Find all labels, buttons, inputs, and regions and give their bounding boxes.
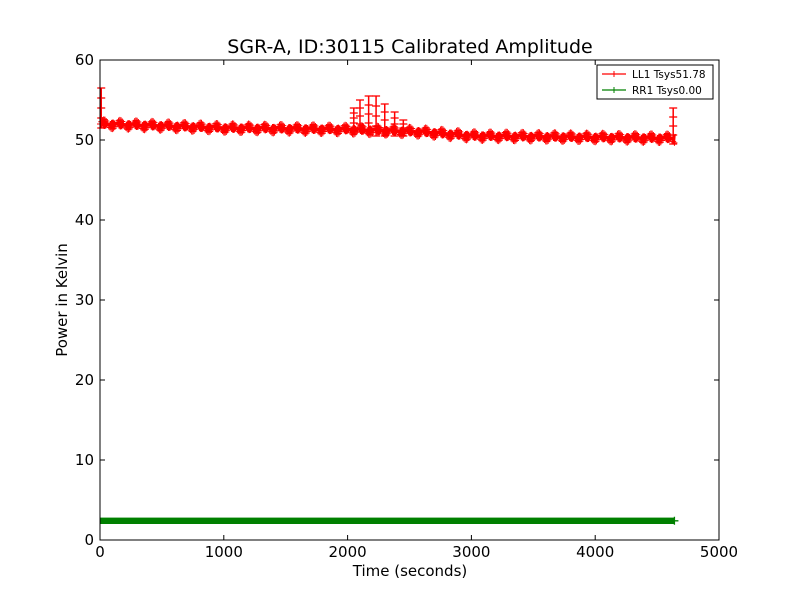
legend-marker (611, 87, 617, 93)
x-tick-label: 4000 (576, 543, 614, 561)
series-ll1-marker (671, 139, 678, 146)
series-ll1-marker (472, 128, 479, 135)
series-ll1-marker (520, 129, 527, 136)
series-ll1-marker (262, 121, 269, 128)
series-ll1-marker (311, 121, 318, 128)
series-ll1-marker (504, 128, 511, 135)
legend-label: RR1 Tsys0.00 (632, 85, 702, 97)
series-ll1-marker (150, 118, 157, 125)
series-ll1-marker (439, 126, 446, 133)
chart-title: SGR-A, ID:30115 Calibrated Amplitude (227, 36, 592, 58)
y-tick-label: 30 (75, 291, 94, 309)
series-rr1-band (100, 517, 675, 524)
series-ll1-marker (423, 124, 430, 131)
legend-label: LL1 Tsys51.78 (632, 69, 706, 81)
series-ll1-marker (182, 119, 189, 126)
x-tick-label: 5000 (700, 543, 738, 561)
x-tick-label: 1000 (205, 543, 243, 561)
legend-marker (611, 71, 617, 77)
series-ll1-marker (649, 130, 656, 137)
series-ll1-marker (456, 127, 463, 134)
series-ll1-marker (343, 122, 350, 129)
legend-box (596, 64, 714, 100)
series-ll1-marker (552, 129, 559, 136)
series-ll1-marker (665, 130, 672, 137)
y-tick-label: 0 (84, 531, 94, 549)
series-rr1 (100, 516, 679, 525)
series-ll1-marker (118, 117, 125, 124)
axis-ticks: 0 1000 2000 3000 4000 5000 0 10 20 30 40 50 60 (75, 51, 738, 561)
series-ll1-marker (278, 121, 285, 128)
series-ll1-marker (616, 130, 623, 137)
x-axis-label: Time (seconds) (352, 562, 468, 580)
series-ll1-marker (568, 129, 575, 136)
legend: LL1 Tsys51.78 RR1 Tsys0.00 (596, 64, 714, 100)
plot-content (97, 87, 679, 525)
series-ll1-marker (633, 130, 640, 137)
series-ll1-marker (536, 129, 543, 136)
x-tick-label: 2000 (329, 543, 367, 561)
series-ll1-marker (600, 130, 607, 137)
series-rr1-marker (670, 516, 679, 525)
series-ll1-marker (327, 121, 334, 128)
series-ll1-marker (134, 117, 141, 124)
series-ll1-marker (246, 120, 253, 127)
y-tick-label: 10 (75, 451, 94, 469)
x-tick-label: 0 (95, 543, 105, 561)
series-ll1-marker (230, 120, 237, 127)
y-tick-label: 20 (75, 371, 94, 389)
series-ll1-marker (407, 124, 414, 131)
y-tick-label: 40 (75, 211, 94, 229)
y-axis-label: Power in Kelvin (53, 243, 71, 357)
series-ll1-marker (166, 118, 173, 125)
series-ll1-marker (214, 120, 221, 127)
y-tick-label: 50 (75, 131, 94, 149)
x-tick-label: 3000 (452, 543, 490, 561)
series-ll1-marker (584, 129, 591, 136)
series-ll1-marker (488, 128, 495, 135)
series-ll1 (97, 87, 678, 146)
series-ll1-marker (295, 121, 302, 128)
series-ll1-marker (198, 119, 205, 126)
y-tick-label: 60 (75, 51, 94, 69)
